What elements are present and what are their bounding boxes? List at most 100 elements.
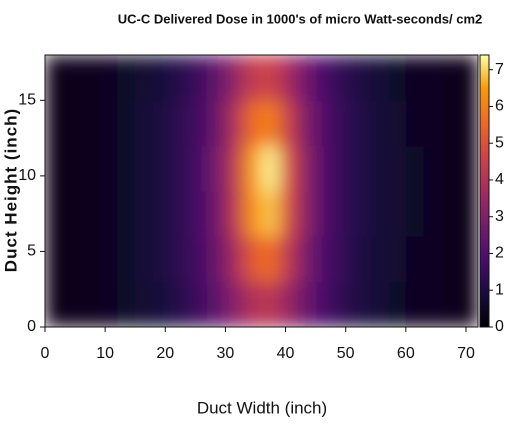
- y-tick-label: 10: [18, 167, 36, 184]
- heat-cell: [63, 145, 82, 192]
- heat-cell: [333, 191, 353, 237]
- heat-cell: [243, 145, 262, 192]
- heat-cell: [135, 281, 154, 327]
- heat-cell: [387, 191, 407, 237]
- heat-cell: [459, 55, 478, 101]
- heat-cell: [315, 55, 335, 101]
- heat-cell: [63, 100, 82, 147]
- heat-cell: [63, 236, 82, 283]
- heat-cell: [99, 100, 118, 147]
- colorbar-tick-label: 0: [495, 318, 504, 335]
- heat-cell: [81, 236, 100, 283]
- heat-cell: [117, 191, 136, 237]
- heat-cell: [279, 100, 299, 147]
- heat-cell: [423, 100, 443, 147]
- heat-cell: [135, 191, 154, 237]
- heat-cell: [153, 191, 172, 237]
- heat-cell: [279, 145, 299, 192]
- heat-cell: [207, 236, 226, 283]
- heat-cell: [369, 100, 389, 147]
- heat-cell: [279, 55, 299, 101]
- heat-cell: [405, 55, 425, 101]
- heat-cell: [189, 145, 208, 192]
- heat-cell: [459, 281, 478, 327]
- heat-cell: [81, 100, 100, 147]
- heat-cell: [333, 145, 353, 192]
- heat-cell: [423, 55, 443, 101]
- heat-cell: [387, 281, 407, 327]
- heat-cell: [207, 145, 226, 192]
- heat-cell: [225, 236, 244, 283]
- heat-cell: [81, 191, 100, 237]
- heatmap-cells: [45, 55, 478, 327]
- heat-cell: [45, 145, 64, 192]
- heat-cell: [261, 281, 281, 327]
- heat-cell: [369, 55, 389, 101]
- heat-cell: [153, 236, 172, 283]
- heat-cell: [135, 100, 154, 147]
- heat-cell: [171, 191, 190, 237]
- heat-cell: [171, 236, 190, 283]
- colorbar-tick-label: 1: [495, 281, 504, 298]
- heat-cell: [297, 55, 317, 101]
- heat-cell: [333, 100, 353, 147]
- heat-cell: [315, 191, 335, 237]
- heat-cell: [297, 236, 317, 283]
- heat-cell: [405, 145, 425, 192]
- heat-cell: [45, 281, 64, 327]
- heat-cell: [243, 191, 262, 237]
- heat-cell: [351, 55, 371, 101]
- heat-cell: [441, 100, 461, 147]
- heat-cell: [297, 191, 317, 237]
- heat-cell: [441, 55, 461, 101]
- heat-cell: [369, 281, 389, 327]
- colorbar-tick-label: 7: [495, 61, 504, 78]
- heat-cell: [315, 145, 335, 192]
- heat-cell: [441, 145, 461, 192]
- heat-cell: [441, 236, 461, 283]
- heat-cell: [423, 191, 443, 237]
- x-tick-label: 10: [96, 345, 114, 362]
- y-tick-label: 0: [27, 318, 36, 335]
- heat-cell: [279, 281, 299, 327]
- colorbar-tick-label: 2: [495, 245, 504, 262]
- colorbar-tick-label: 4: [495, 171, 504, 188]
- heat-cell: [153, 281, 172, 327]
- heat-cell: [153, 55, 172, 101]
- y-axis-label: Duct Height (inch): [1, 108, 20, 272]
- heat-cell: [459, 236, 478, 283]
- colorbar: [479, 54, 490, 328]
- heat-cell: [423, 281, 443, 327]
- colorbar-tick-label: 5: [495, 134, 504, 151]
- heat-cell: [189, 100, 208, 147]
- heat-cell: [225, 191, 244, 237]
- heat-cell: [315, 100, 335, 147]
- x-tick-label: 20: [156, 345, 174, 362]
- heat-cell: [369, 236, 389, 283]
- heat-cell: [45, 191, 64, 237]
- heat-cell: [207, 100, 226, 147]
- heat-cell: [243, 236, 262, 283]
- heat-cell: [135, 236, 154, 283]
- heat-cell: [63, 55, 82, 101]
- heat-cell: [171, 55, 190, 101]
- heat-cell: [333, 281, 353, 327]
- heat-cell: [189, 281, 208, 327]
- heat-cell: [135, 55, 154, 101]
- heat-cell: [99, 145, 118, 192]
- heat-cell: [405, 281, 425, 327]
- heat-cell: [81, 145, 100, 192]
- heat-cell: [351, 281, 371, 327]
- y-tick-label: 5: [27, 243, 36, 260]
- heat-cell: [459, 191, 478, 237]
- heat-cell: [207, 191, 226, 237]
- heat-cell: [189, 191, 208, 237]
- heat-cell: [261, 55, 281, 101]
- heat-cell: [99, 55, 118, 101]
- heat-cell: [243, 281, 262, 327]
- heat-cell: [297, 100, 317, 147]
- x-tick-label: 70: [457, 345, 475, 362]
- heat-cell: [459, 145, 478, 192]
- heat-cell: [423, 236, 443, 283]
